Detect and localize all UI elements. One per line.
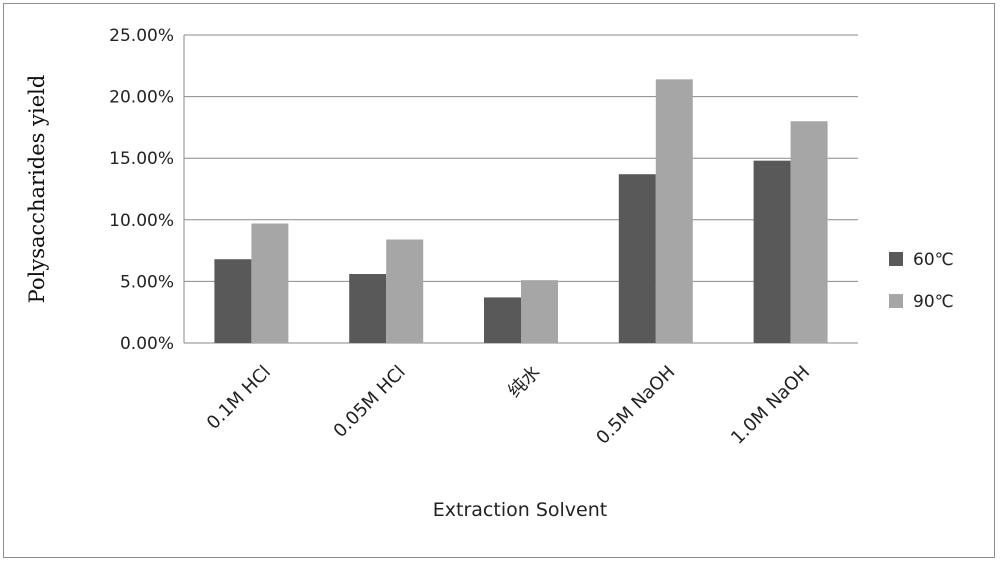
x-tick-label: 0.5M NaOH — [592, 362, 679, 449]
y-axis-label: Polysaccharides yield — [25, 75, 49, 304]
x-tick-labels: 0.1M HCl 0.05M HCl 纯水 0.5M NaOH 1.0M NaOH — [203, 362, 814, 449]
grid-lines — [183, 34, 858, 344]
bar-series1 — [753, 160, 791, 343]
x-tick-label: 0.05M HCl — [330, 362, 410, 442]
bar-series1 — [349, 274, 387, 343]
legend-label: 90℃ — [913, 292, 954, 312]
x-tick-label: 1.0M NaOH — [727, 362, 814, 449]
x-axis-label: Extraction Solvent — [433, 499, 607, 521]
bar-series1 — [484, 297, 521, 343]
legend-swatch — [889, 252, 903, 266]
legend-swatch — [889, 294, 903, 308]
legend-label: 60℃ — [913, 250, 954, 270]
bars — [214, 79, 828, 344]
y-tick-label: 5.00% — [120, 272, 174, 292]
bar-series1 — [618, 174, 656, 343]
y-tick-labels: 0.00% 5.00% 10.00% 15.00% 20.00% 25.00% — [109, 26, 174, 354]
y-tick-label: 15.00% — [109, 149, 174, 169]
y-tick-label: 20.00% — [109, 88, 174, 108]
y-tick-label: 10.00% — [109, 211, 174, 231]
chart-frame — [3, 3, 995, 558]
y-tick-label: 0.00% — [120, 334, 174, 354]
bar-series1 — [214, 259, 252, 343]
y-tick-label: 25.00% — [109, 26, 174, 46]
bar-series2 — [790, 121, 828, 344]
bar-series2 — [521, 280, 558, 343]
x-tick-label: 0.1M HCl — [203, 362, 275, 434]
bar-series2 — [251, 223, 289, 343]
legend: 60℃ 90℃ — [889, 250, 954, 312]
bar-series2 — [655, 79, 693, 344]
bar-series2 — [386, 239, 424, 343]
x-tick-label: 纯水 — [504, 362, 544, 402]
